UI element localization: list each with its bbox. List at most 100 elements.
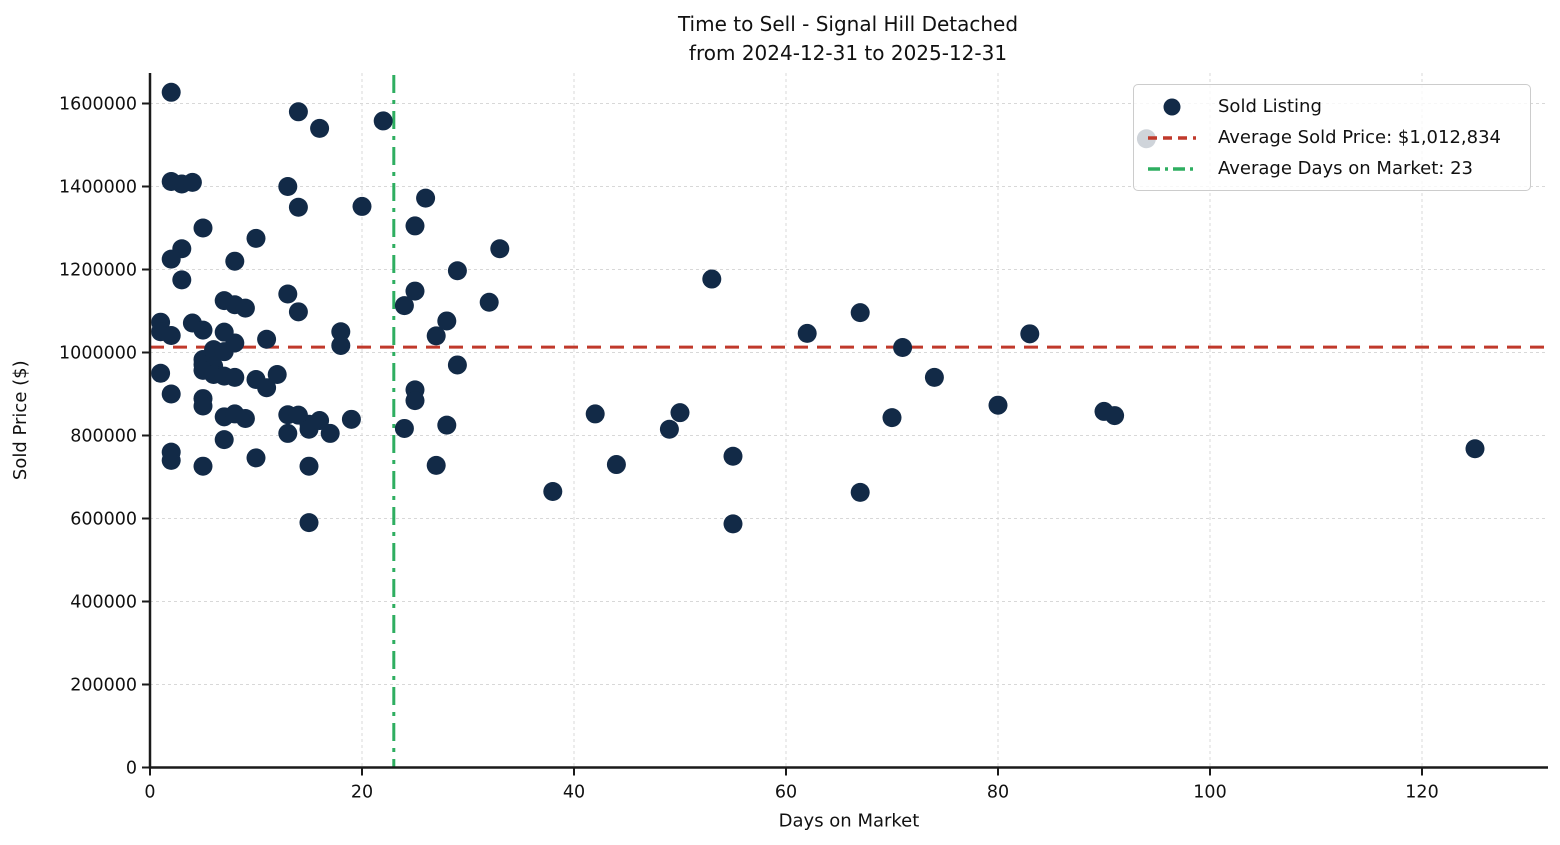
avg-price-dashed-line-icon [1146, 134, 1198, 142]
scatter-point [225, 367, 245, 387]
scatter-point [426, 455, 446, 475]
y-tick-label: 0 [126, 759, 137, 779]
legend-item-sold-listing: Sold Listing [1146, 93, 1516, 120]
scatter-point [288, 197, 308, 217]
scatter-point [331, 335, 351, 355]
scatter-point [585, 404, 605, 424]
x-tick-label: 40 [563, 783, 585, 803]
scatter-point [161, 450, 181, 470]
scatter-point [988, 395, 1008, 415]
scatter-point [723, 514, 743, 534]
scatter-point [394, 296, 414, 316]
scatter-point [182, 172, 202, 192]
scatter-point [702, 269, 722, 289]
scatter-point [606, 455, 626, 475]
legend-label: Average Sold Price: $1,012,834 [1218, 127, 1501, 148]
y-tick-label: 800000 [70, 427, 137, 447]
scatter-point [437, 311, 457, 331]
legend-item-avg-days: Average Days on Market: 23 [1146, 155, 1516, 182]
x-tick-label: 60 [775, 783, 797, 803]
scatter-point [479, 292, 499, 312]
scatter-point [193, 320, 213, 340]
scatter-point [490, 239, 510, 259]
scatter-point [331, 322, 351, 342]
scatter-point [288, 302, 308, 322]
scatter-point [924, 367, 944, 387]
x-tick-label: 20 [351, 783, 373, 803]
scatter-point [151, 363, 171, 383]
scatter-point [797, 323, 817, 343]
scatter-point [670, 403, 690, 423]
legend-item-avg-price: Average Sold Price: $1,012,834 [1146, 124, 1516, 151]
scatter-points [151, 82, 1485, 534]
scatter-point [394, 418, 414, 438]
y-axis-label: Sold Price ($) [10, 360, 31, 480]
scatter-point [267, 364, 287, 384]
scatter-point [416, 188, 436, 208]
y-tick-label: 1000000 [59, 344, 137, 364]
y-tick-label: 200000 [70, 676, 137, 696]
scatter-point [278, 423, 298, 443]
scatter-point [310, 118, 330, 138]
scatter-point [214, 430, 234, 450]
scatter-point [659, 419, 679, 439]
scatter-point [373, 111, 393, 131]
scatter-point [437, 415, 457, 435]
x-tick-label: 120 [1405, 783, 1438, 803]
scatter-point [426, 326, 446, 346]
chart-title-line2: from 2024-12-31 to 2025-12-31 [688, 41, 1008, 65]
scatter-point [288, 102, 308, 122]
chart-title: Time to Sell - Signal Hill Detached from… [150, 10, 1546, 68]
scatter-point [850, 303, 870, 323]
x-tick-label: 100 [1193, 783, 1226, 803]
y-tick-label: 400000 [70, 593, 137, 613]
gridlines [150, 73, 1548, 768]
scatter-point [161, 249, 181, 269]
scatter-point [161, 384, 181, 404]
scatter-point [193, 396, 213, 416]
scatter-point [299, 456, 319, 476]
scatter-point [299, 513, 319, 533]
scatter-point [850, 482, 870, 502]
x-axis-label: Days on Market [779, 811, 920, 832]
scatter-point [882, 408, 902, 428]
y-tick-label: 1400000 [59, 178, 137, 198]
scatter-point [405, 216, 425, 236]
x-tick-label: 0 [144, 783, 155, 803]
scatter-point [246, 228, 266, 248]
y-tick-label: 1600000 [59, 95, 137, 115]
legend-label: Average Days on Market: 23 [1218, 158, 1473, 179]
scatter-point [214, 342, 234, 362]
scatter-point [310, 411, 330, 431]
x-tick-label: 80 [987, 783, 1009, 803]
scatter-point [161, 325, 181, 345]
legend: Sold Listing Average Sold Price: $1,012,… [1133, 84, 1531, 191]
scatter-point [193, 456, 213, 476]
scatter-point [257, 329, 277, 349]
scatter-point [225, 251, 245, 271]
scatter-point [447, 355, 467, 375]
scatter-point [320, 423, 340, 443]
scatter-point [235, 408, 255, 428]
scatter-point [246, 448, 266, 468]
scatter-point [893, 338, 913, 358]
scatter-point [447, 261, 467, 281]
scatter-point [172, 270, 192, 290]
scatter-point [405, 391, 425, 411]
avg-days-dashdot-line-icon [1146, 165, 1198, 173]
chart-title-line1: Time to Sell - Signal Hill Detached [677, 12, 1019, 36]
y-tick-label: 600000 [70, 510, 137, 530]
sold-listing-dot-icon [1146, 97, 1198, 117]
scatter-point [235, 298, 255, 318]
scatter-point [543, 482, 563, 502]
scatter-point [723, 446, 743, 466]
scatter-point [278, 284, 298, 304]
scatter-point [341, 409, 361, 429]
scatter-point [193, 218, 213, 238]
scatter-point [1105, 406, 1125, 426]
scatter-point [405, 281, 425, 301]
scatter-point [1020, 324, 1040, 344]
y-tick-label: 1200000 [59, 261, 137, 281]
scatter-point [1465, 439, 1485, 459]
